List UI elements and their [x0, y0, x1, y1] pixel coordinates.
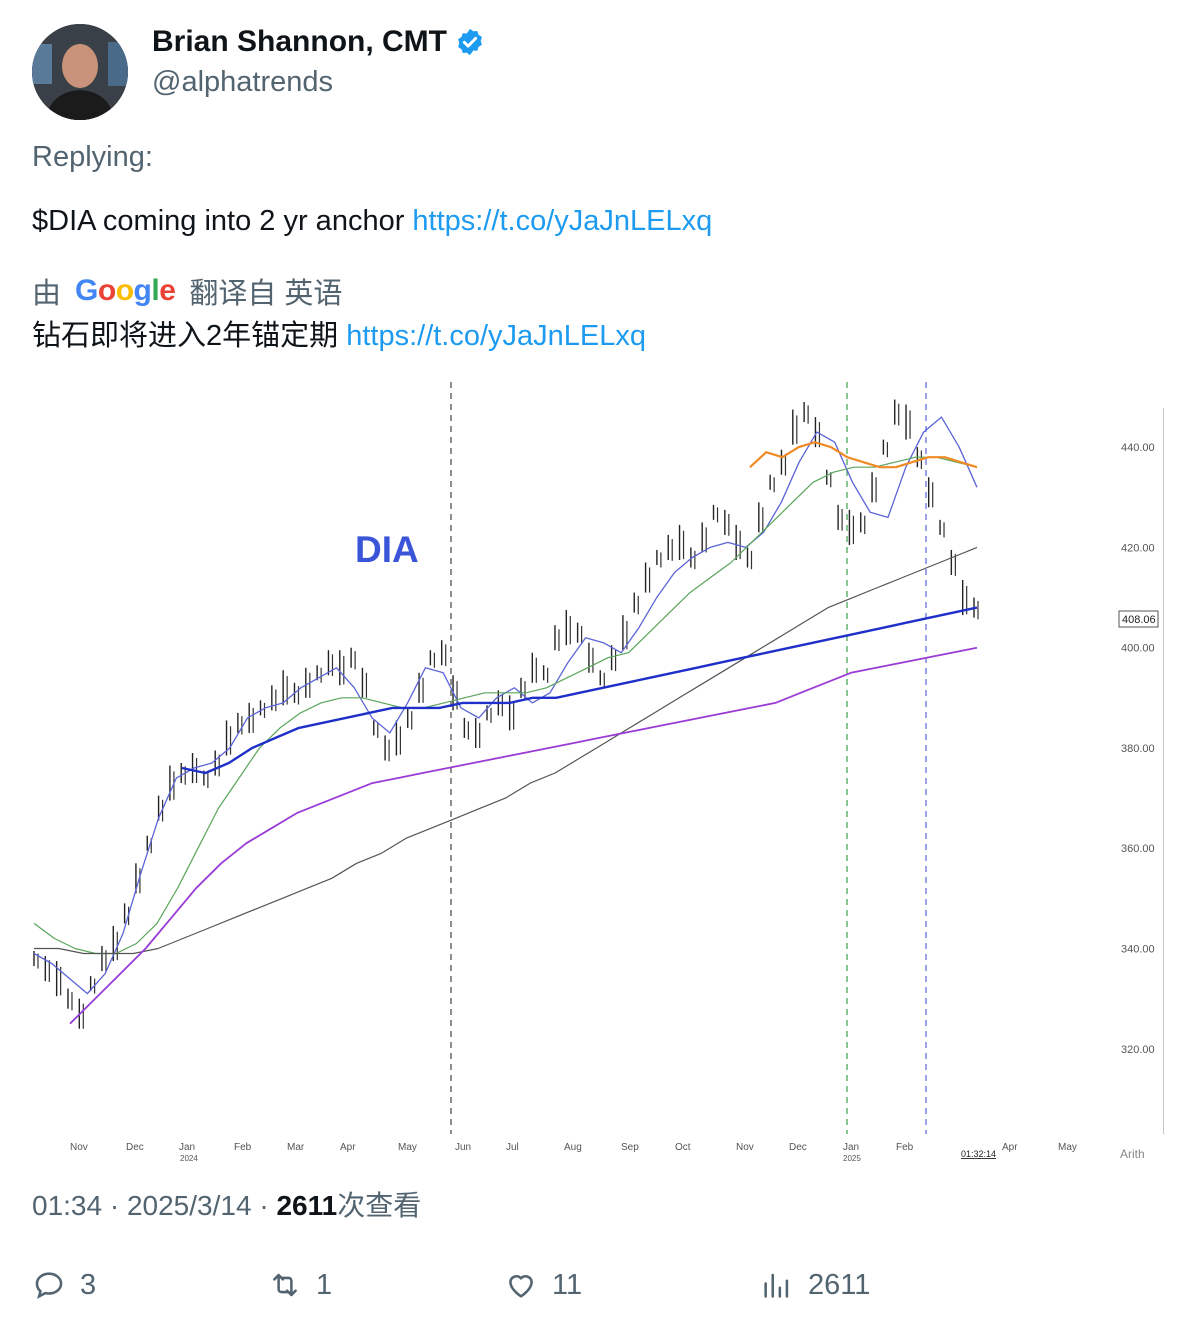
views-label: 次查看 [337, 1190, 422, 1221]
series-line [34, 546, 978, 955]
avatar[interactable] [32, 24, 128, 120]
x-tick-label: Aug [564, 1142, 582, 1153]
y-tick-label: 380.00 [1121, 743, 1155, 755]
moving-averages [33, 416, 978, 1025]
series-line [181, 606, 978, 775]
like-count: 11 [552, 1268, 583, 1301]
scale-label: Arith [1120, 1147, 1145, 1161]
x-tick-label: Jan [843, 1142, 859, 1153]
reply-count: 3 [80, 1268, 97, 1301]
author-name-text: Brian Shannon, CMT [152, 25, 447, 58]
y-tick-label: 360.00 [1121, 843, 1155, 855]
x-tick-label: Dec [126, 1142, 144, 1153]
replying-label: Replying: [32, 141, 153, 173]
views-button[interactable]: 2611 [760, 1268, 870, 1302]
series-line [33, 416, 978, 995]
action-bar: 3 1 11 2611 [32, 1268, 1164, 1312]
y-tick-label: 340.00 [1121, 944, 1155, 956]
tweet-body: $DIA coming into 2 yr anchor [32, 205, 405, 237]
x-tick-label: Nov [70, 1142, 88, 1153]
y-tick-label: 420.00 [1121, 542, 1155, 554]
translated-prefix: 由 [32, 278, 62, 310]
tweet-meta: 01:34 · 2025/3/14 · 2611次查看 [32, 1184, 421, 1224]
translated-suffix: 翻译自 英语 [189, 278, 343, 310]
heart-icon [509, 1275, 533, 1298]
x-tick-label: May [1058, 1142, 1077, 1153]
avatar-image [32, 24, 128, 120]
translated-text: 钻石即将进入2年锚定期 https://t.co/yJaJnLELxq [32, 318, 646, 354]
time-label: 01:32:14 [961, 1149, 996, 1159]
y-tick-label: 400.00 [1121, 643, 1155, 655]
x-tick-label: Sep [621, 1142, 639, 1153]
like-button[interactable]: 11 [504, 1268, 582, 1302]
verified-badge-icon [458, 28, 482, 56]
retweet-icon [273, 1273, 297, 1297]
x-tick-label: Mar [287, 1142, 305, 1153]
series-line [33, 456, 978, 955]
y-tick-label: 440.00 [1121, 442, 1155, 454]
chart-title: DIA [355, 529, 419, 570]
y-tick-label: 320.00 [1121, 1044, 1155, 1056]
views-count-action: 2611 [808, 1268, 871, 1301]
tweet-time[interactable]: 01:34 [32, 1190, 103, 1221]
tweet-text: $DIA coming into 2 yr anchor https://t.c… [32, 203, 712, 239]
x-tick-label: Jul [506, 1142, 519, 1153]
chart-image[interactable]: DIA 440.00 420.00 400.00 380.00 360.00 340.00… [32, 378, 1165, 1164]
x-tick-label: May [398, 1142, 417, 1153]
retweet-count: 1 [316, 1268, 333, 1301]
translated-body: 钻石即将进入2年锚定期 [32, 320, 339, 352]
tweet-date[interactable]: 2025/3/14 [126, 1190, 252, 1221]
year-label: 2025 [843, 1154, 861, 1163]
year-label: 2024 [180, 1154, 198, 1163]
last-price-label: 408.06 [1122, 614, 1156, 626]
analytics-icon [764, 1273, 789, 1298]
views-count: 2611 [276, 1190, 338, 1221]
reply-icon [35, 1272, 63, 1299]
x-tick-label: Feb [234, 1142, 252, 1153]
last-price-box [1118, 610, 1159, 628]
stock-chart: DIA 440.00 420.00 400.00 380.00 360.00 340.00… [33, 382, 1165, 1163]
x-tick-label: Feb [896, 1142, 914, 1153]
author-handle[interactable]: @alphatrends [152, 66, 333, 98]
tweet-link[interactable]: https://t.co/yJaJnLELxq [412, 205, 713, 237]
meta-separator-1: · [109, 1190, 120, 1221]
google-logo: Google [75, 274, 176, 307]
translated-by: 由 Google 翻译自 英语 [32, 270, 342, 312]
x-tick-label: Dec [789, 1142, 807, 1153]
meta-separator-2: · [259, 1190, 269, 1221]
x-tick-label: Jan [179, 1142, 195, 1153]
x-tick-label: Oct [675, 1142, 691, 1153]
series-line [749, 441, 978, 469]
x-tick-label: Nov [736, 1142, 754, 1153]
retweet-button[interactable]: 1 [268, 1268, 332, 1302]
reply-button[interactable]: 3 [32, 1268, 96, 1302]
series-line [69, 646, 978, 1025]
translated-link[interactable]: https://t.co/yJaJnLELxq [346, 320, 647, 352]
x-tick-label: Apr [1002, 1142, 1018, 1153]
author-name[interactable]: Brian Shannon, CMT [152, 24, 485, 60]
x-tick-label: Jun [455, 1142, 471, 1153]
price-bars [33, 399, 979, 1029]
x-tick-label: Apr [340, 1142, 356, 1153]
